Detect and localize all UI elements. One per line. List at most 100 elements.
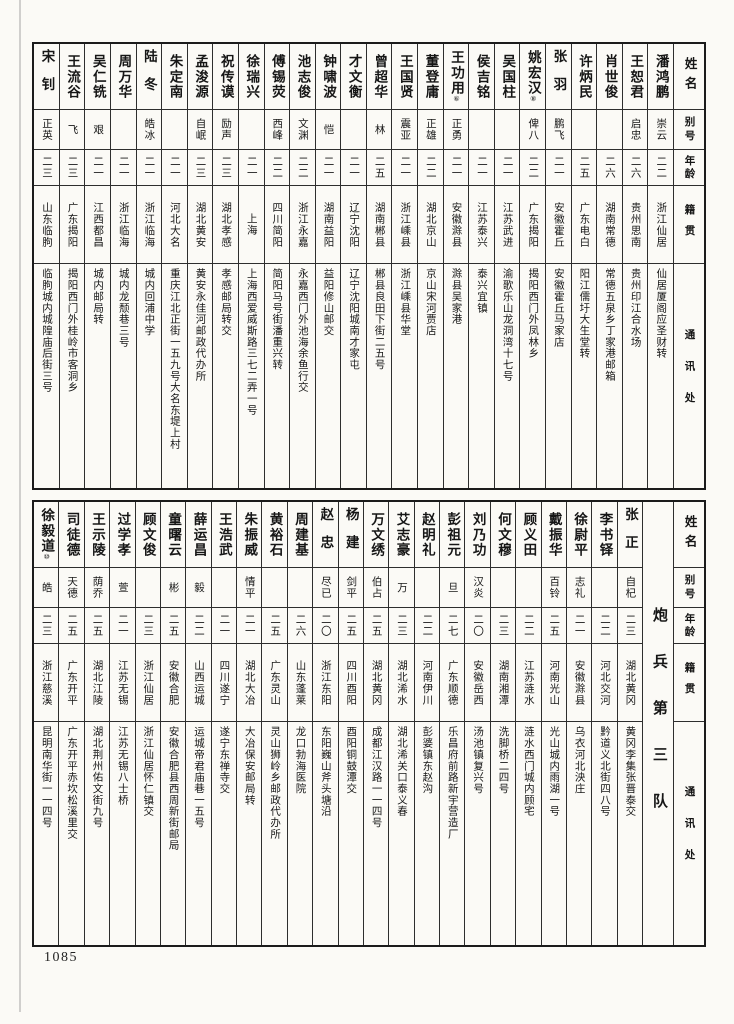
person-address-cell: 涟水西门城内顾宅 bbox=[516, 722, 540, 945]
person-age-cell: 二一 bbox=[162, 150, 187, 186]
person-alias: 荫乔 bbox=[91, 576, 103, 599]
header-alias-label: 别号 bbox=[683, 115, 695, 144]
person-name-cell: 薛运昌 bbox=[186, 502, 211, 568]
person-name: 王功用 bbox=[449, 49, 465, 96]
person-native: 湖南常德 bbox=[604, 201, 616, 248]
person-alias-cell: 情平 bbox=[237, 568, 262, 608]
person-native-cell: 四川简阳 bbox=[264, 186, 290, 264]
person-name-note: ⑩ bbox=[42, 552, 51, 562]
person-native: 湖北大冶 bbox=[243, 659, 255, 706]
person-address: 阳江儒圩大生堂转 bbox=[578, 268, 590, 359]
person-alias-cell bbox=[414, 568, 439, 608]
person-alias-cell bbox=[287, 568, 313, 608]
person-name: 朱定南 bbox=[167, 53, 183, 101]
person-column: 薛运昌 毅 二二 山西运城 运城帝君庙巷一五号 bbox=[185, 502, 211, 945]
person-column: 周建基 二六 山东蓬莱 龙口勃海医院 bbox=[286, 502, 313, 945]
person-alias: 情平 bbox=[243, 576, 255, 599]
person-age: 二三 bbox=[220, 156, 232, 179]
person-name-cell: 徐瑞兴 bbox=[238, 44, 264, 110]
person-column: 朱定南 二一 河北大名 重庆江北正街一五九号大名东堤上村 bbox=[161, 44, 187, 488]
person-address: 贵州印江合水场 bbox=[629, 268, 641, 348]
person-name-cell: 侯吉铭 bbox=[469, 44, 494, 110]
person-address-cell: 黄冈李集张晋泰交 bbox=[618, 722, 642, 945]
person-name: 徐毅道 bbox=[39, 507, 55, 554]
person-age-cell: 二一 bbox=[392, 150, 418, 186]
person-age: 二五 bbox=[91, 614, 103, 637]
person-age: 二一 bbox=[92, 156, 104, 179]
person-native-cell: 江西都昌 bbox=[85, 186, 110, 264]
person-native: 辽宁沈阳 bbox=[348, 201, 360, 248]
person-alias-cell: 自岷 bbox=[187, 110, 213, 150]
person-age: 二二 bbox=[527, 156, 539, 179]
person-address-cell: 常德五泉乡丁家港邮箱 bbox=[597, 264, 622, 488]
person-address-cell: 东阳巍山斧头塘沿 bbox=[313, 722, 337, 945]
person-address: 泰兴宜镇 bbox=[476, 268, 488, 314]
person-column: 王功用 ⑥ 正勇 二一 安徽滁县 滁县吴家港 bbox=[442, 44, 469, 488]
person-native-cell: 江苏涟水 bbox=[516, 644, 541, 722]
person-native-cell: 山西运城 bbox=[186, 644, 211, 722]
person-age-cell: 二〇 bbox=[465, 608, 490, 644]
person-age: 二二 bbox=[424, 156, 436, 179]
person-column: 许炳民 二五 广东电白 阳江儒圩大生堂转 bbox=[570, 44, 597, 488]
roster-table-bottom: 姓名 别号 年龄 籍贯 通讯处 炮兵第三队 张正 自杞 二三 湖北黄冈 黄冈李集… bbox=[32, 500, 706, 947]
person-alias-cell bbox=[262, 568, 287, 608]
header-address-label: 通讯处 bbox=[683, 328, 695, 424]
person-age: 二三 bbox=[194, 156, 206, 179]
person-name: 徐尉平 bbox=[572, 511, 588, 559]
person-name-cell: 刘乃功 bbox=[465, 502, 490, 568]
person-name-cell: 顾文俊 bbox=[135, 502, 160, 568]
person-name: 傅锡荧 bbox=[269, 53, 285, 101]
person-alias-cell: 俾八 bbox=[520, 110, 546, 150]
person-alias: 正英 bbox=[40, 118, 52, 141]
person-column: 祝传谟 励声 二三 湖北孝感 孝感邮局转交 bbox=[212, 44, 238, 488]
person-name-cell: 肖世俊 bbox=[597, 44, 622, 110]
person-address-cell: 湖北荆州佑文街九号 bbox=[85, 722, 109, 945]
person-age: 二一 bbox=[218, 614, 230, 637]
person-address-cell: 乐昌府前路新宇营造厂 bbox=[440, 722, 464, 945]
person-age-cell: 二〇 bbox=[313, 608, 338, 644]
person-address: 常德五泉乡丁家港邮箱 bbox=[604, 268, 616, 382]
person-alias: 崇云 bbox=[655, 118, 667, 141]
person-native-cell: 山东临朐 bbox=[34, 186, 59, 264]
person-age-cell: 二二 bbox=[290, 150, 315, 186]
person-alias: 皓 bbox=[40, 581, 52, 594]
person-age: 二三 bbox=[497, 614, 509, 637]
person-name-cell: 彭祖元 bbox=[440, 502, 465, 568]
person-age: 二七 bbox=[446, 614, 458, 637]
person-alias: 恺 bbox=[322, 123, 334, 136]
person-address: 城内回浦中学 bbox=[143, 268, 155, 337]
person-alias-cell: 飞 bbox=[59, 110, 85, 150]
person-column: 刘乃功 汉炎 二〇 安徽岳西 汤池镇复兴号 bbox=[464, 502, 490, 945]
person-address: 昆明南华街一一四号 bbox=[40, 726, 52, 829]
person-column: 何文穆 二三 湖南湘潭 洗脚桥二四号 bbox=[489, 502, 516, 945]
person-age-cell: 二一 bbox=[110, 150, 136, 186]
header-column: 姓名 别号 年龄 籍贯 通讯处 bbox=[673, 502, 704, 945]
person-column: 宋钊 正英 二三 山东临朐 临朐城内城隍庙后街三号 bbox=[34, 44, 59, 488]
person-address: 揭阳西门外凤林乡 bbox=[527, 268, 539, 359]
person-age-cell: 二二 bbox=[520, 150, 546, 186]
person-name-cell: 钟啸波 bbox=[315, 44, 341, 110]
person-age-cell: 二三 bbox=[34, 608, 59, 644]
person-column: 王浩武 二一 四川遂宁 遂宁东禅寺交 bbox=[210, 502, 236, 945]
person-address-cell: 湖北浠关口泰义春 bbox=[389, 722, 413, 945]
person-age: 二五 bbox=[578, 156, 590, 179]
person-native-cell: 湖北黄冈 bbox=[363, 644, 389, 722]
person-alias-cell: 毅 bbox=[186, 568, 211, 608]
person-native: 四川遂宁 bbox=[218, 659, 230, 706]
person-alias-cell bbox=[571, 110, 597, 150]
person-name-cell: 戴振华 bbox=[541, 502, 566, 568]
person-native-cell: 湖北京山 bbox=[418, 186, 443, 264]
person-native: 江苏无锡 bbox=[116, 659, 128, 706]
person-age: 二一 bbox=[552, 156, 564, 179]
person-native: 山东蓬莱 bbox=[294, 659, 306, 706]
person-native: 江苏泰兴 bbox=[476, 201, 488, 248]
header-age-label: 年龄 bbox=[683, 154, 695, 181]
person-name-cell: 吴仁铣 bbox=[85, 44, 110, 110]
person-native-cell: 湖南益阳 bbox=[315, 186, 341, 264]
person-column: 黄裕石 二五 广东灵山 灵山狮岭乡邮政代办所 bbox=[261, 502, 287, 945]
header-native-label: 籍贯 bbox=[683, 203, 695, 246]
person-age: 二五 bbox=[66, 614, 78, 637]
person-age-cell: 二三 bbox=[617, 608, 642, 644]
person-address: 大冶保安邮局转 bbox=[243, 726, 255, 806]
person-name-cell: 周建基 bbox=[287, 502, 313, 568]
